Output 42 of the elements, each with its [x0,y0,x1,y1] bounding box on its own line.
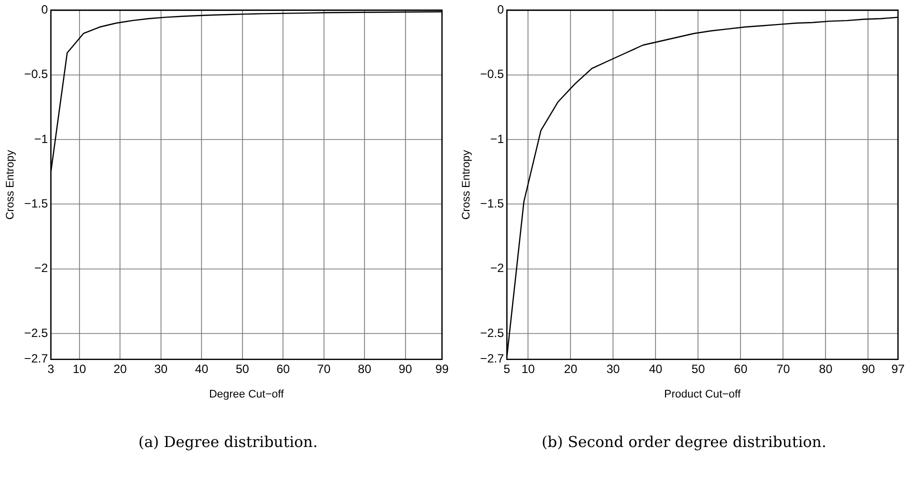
x-tick-label: 50 [692,362,706,376]
x-tick-label: 70 [317,362,331,376]
y-tick-label: −2 [490,261,504,276]
x-tick-label: 80 [819,362,833,376]
x-tick-label: 50 [236,362,250,376]
y-tick-label: −2.5 [24,326,48,340]
x-tick-label: 60 [276,362,290,376]
text: (b) Second order degree distribution. [540,433,828,451]
text: (a) Degree distribution. [137,433,319,451]
x-tick-label: 20 [113,362,128,376]
x-tick-label: 40 [194,362,209,376]
x-tick-label: 80 [358,362,372,376]
y-tick-label: −2.7 [24,352,48,366]
x-tick-label: 3 [48,362,55,376]
y-axis-title: Cross Entropy [4,149,17,220]
y-axis-title: Cross Entropy [460,149,473,220]
x-tick-label: 10 [72,362,86,376]
x-tick-label: 10 [521,362,536,376]
y-tick-label: −2 [34,261,48,276]
x-tick-label: 90 [398,362,412,376]
x-tick-label: 5 [504,362,511,376]
x-tick-label: 30 [154,362,168,376]
y-tick-label: −1 [490,132,504,146]
x-tick-label: 40 [649,362,663,376]
y-tick-label: 0 [497,2,504,17]
x-tick-label: 60 [734,362,748,376]
y-tick-label: −0.5 [24,67,48,82]
y-tick-label: −1.5 [24,196,48,211]
x-tick-label: 20 [564,362,578,376]
y-tick-label: −0.5 [480,67,504,82]
x-tick-label: 97 [891,362,905,376]
y-tick-label: −2.7 [480,352,504,366]
x-tick-label: 30 [606,362,620,376]
x-axis-title: Degree Cut−off [209,388,285,400]
y-tick-label: −1 [34,132,48,146]
y-tick-label: 0 [41,2,48,17]
x-tick-label: 70 [776,362,790,376]
x-tick-label: 99 [435,362,449,376]
x-axis-title: Product Cut−off [664,388,742,400]
y-tick-label: −1.5 [480,196,504,211]
x-tick-label: 90 [862,362,876,376]
y-tick-label: −2.5 [480,326,504,340]
